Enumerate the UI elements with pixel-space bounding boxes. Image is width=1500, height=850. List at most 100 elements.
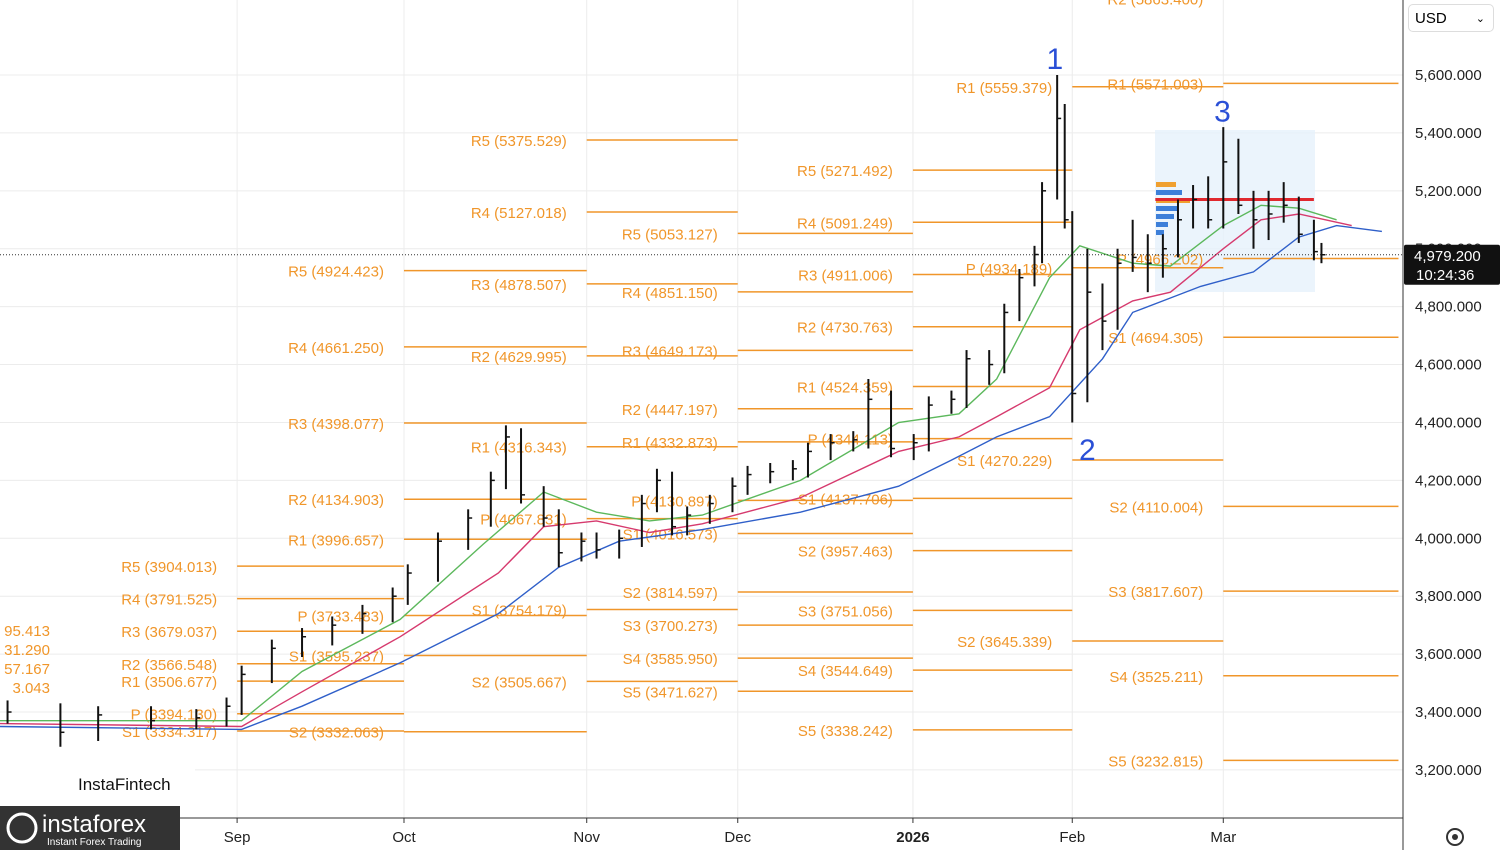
- pivot-label: R2 (4447.197): [622, 402, 718, 419]
- vp-bar: [1156, 222, 1168, 227]
- pivot-label: R1 (5571.003): [1107, 76, 1203, 93]
- vp-bar: [1156, 190, 1182, 195]
- wave-label: 1: [1047, 43, 1064, 76]
- y-tick-label: 5,400.000: [1415, 125, 1482, 142]
- x-tick-label: Oct: [392, 829, 416, 846]
- pivot-label: R4 (5127.018): [471, 205, 567, 222]
- axes: 3,200.000 3,400.000 3,600.000 3,800.000 4,00…: [224, 67, 1500, 846]
- pivot-label: S5 (3232.815): [1108, 753, 1203, 770]
- fintech-bg: [0, 768, 195, 813]
- pivot-label: S4 (3525.211): [1109, 669, 1203, 686]
- pivot-label: R5 (5375.529): [471, 133, 567, 150]
- x-tick-label: Dec: [724, 829, 751, 846]
- cut-pivot-label: 3.043: [12, 680, 50, 697]
- y-tick-label: 4,400.000: [1415, 414, 1482, 431]
- y-tick-label: 5,600.000: [1415, 67, 1482, 84]
- pivot-label: R3 (4911.006): [798, 267, 893, 284]
- pivot-label: S2 (3814.597): [623, 585, 718, 602]
- x-tick-label: 2026: [896, 829, 929, 846]
- pivot-label: R3 (4878.507): [471, 277, 567, 294]
- pivot-label: S1 (4694.305): [1108, 330, 1203, 347]
- volume-profile-box: [1155, 130, 1315, 292]
- x-tick-label: Nov: [573, 829, 600, 846]
- x-tick-label: Feb: [1059, 829, 1085, 846]
- brand-bg: [0, 806, 180, 850]
- pivot-label: S5 (3338.242): [798, 723, 893, 740]
- price-tag: [1404, 244, 1500, 285]
- pivot-label: S3 (3751.056): [798, 603, 893, 620]
- pivot-label: R5 (5053.127): [622, 226, 718, 243]
- settings-icon-center[interactable]: [1452, 834, 1458, 840]
- pivot-label: S2 (3645.339): [957, 634, 1052, 651]
- pivot-label: S2 (3505.667): [472, 674, 567, 691]
- pivot-label: S3 (3817.607): [1108, 584, 1203, 601]
- pivot-label: S4 (3585.950): [623, 651, 718, 668]
- pivot-label: R1 (4332.873): [622, 435, 718, 452]
- pivot-label: S2 (4110.004): [1109, 499, 1203, 516]
- settings-icon[interactable]: [1446, 828, 1464, 846]
- pivot-label: R4 (3791.525): [121, 592, 217, 609]
- pivot-label: R1 (5559.379): [956, 80, 1052, 97]
- vp-bar: [1156, 182, 1176, 187]
- price-countdown: 10:24:36: [1416, 267, 1474, 284]
- y-tick-label: 3,200.000: [1415, 762, 1482, 779]
- y-tick-label: 4,600.000: [1415, 357, 1482, 374]
- y-tick-label: 3,800.000: [1415, 588, 1482, 605]
- vp-bar: [1156, 230, 1164, 235]
- y-tick-label: 3,600.000: [1415, 646, 1482, 663]
- price-tag-value: 4,979.200: [1414, 248, 1481, 265]
- pivot-label: S4 (3544.649): [798, 663, 893, 680]
- vp-bar: [1156, 206, 1178, 211]
- pivot-label: R1 (3506.677): [121, 674, 217, 691]
- wave-label: 3: [1214, 95, 1231, 128]
- y-tick-label: 4,000.000: [1415, 530, 1482, 547]
- y-tick-label: 4,800.000: [1415, 299, 1482, 316]
- currency: USD: [1415, 10, 1447, 27]
- pivot-label: R5 (4924.423): [288, 264, 384, 281]
- pivot-label: R2 (3566.548): [121, 657, 217, 674]
- x-tick-label: Mar: [1210, 829, 1236, 846]
- pivot-label: S1 (3595.237): [289, 648, 384, 665]
- pivot-label: R1 (4316.343): [471, 440, 567, 457]
- y-tick-label: 4,200.000: [1415, 472, 1482, 489]
- fintech-watermark: InstaFintech: [78, 775, 171, 794]
- pivot-label: R2 (5863.400): [1107, 0, 1203, 9]
- pivot-label: R3 (4649.173): [622, 343, 718, 360]
- pivot-label: S2 (3957.463): [798, 544, 893, 561]
- pivot-label: R1 (3996.657): [288, 532, 384, 549]
- y-tick-label: 5,200.000: [1415, 183, 1482, 200]
- pivot-label: P (4130.897): [631, 493, 717, 510]
- pivot-label: R2 (4629.995): [471, 349, 567, 366]
- dropdown-arrow: ⌄: [1475, 13, 1485, 25]
- x-tick-label: Sep: [224, 829, 251, 846]
- wave-label: 2: [1079, 434, 1096, 467]
- pivot-label: R4 (4851.150): [622, 285, 718, 302]
- moving-average: [0, 224, 1382, 731]
- pivot-label: P (4934.189): [966, 261, 1052, 278]
- plot: R5 (3904.013) R4 (3791.525) R3 (3679.037) R…: [0, 0, 1403, 770]
- vp-bar: [1156, 214, 1174, 219]
- pivot-label: S2 (3332.063): [289, 725, 384, 742]
- pivot-label: R2 (4730.763): [797, 320, 893, 337]
- pivot-label: P (4067.831): [480, 512, 566, 529]
- y-tick-label: 3,400.000: [1415, 704, 1482, 721]
- brand-tagline: Instant Forex Trading: [47, 837, 142, 848]
- pivot-label: S3 (3700.273): [623, 618, 718, 635]
- pivot-label: R2 (4134.903): [288, 492, 384, 509]
- pivot-label: R3 (4398.077): [288, 416, 384, 433]
- cut-pivot-label: 31.290: [4, 642, 50, 659]
- cut-pivot-label: 95.413: [4, 623, 50, 640]
- currency-select[interactable]: USD ⌄: [1408, 4, 1494, 32]
- pivot-label: R5 (3904.013): [121, 559, 217, 576]
- brand-name: instaforex: [42, 811, 146, 838]
- pivot-label: R1 (4524.359): [797, 379, 893, 396]
- pivot-label: S1 (4270.229): [957, 453, 1052, 470]
- brand-icon: [6, 812, 38, 844]
- cut-pivot-label: 57.167: [4, 661, 50, 678]
- pivot-label: R5 (5271.492): [797, 163, 893, 180]
- pivot-label: R3 (3679.037): [121, 624, 217, 641]
- pivot-label: R4 (5091.249): [797, 215, 893, 232]
- moving-average: [0, 204, 1337, 722]
